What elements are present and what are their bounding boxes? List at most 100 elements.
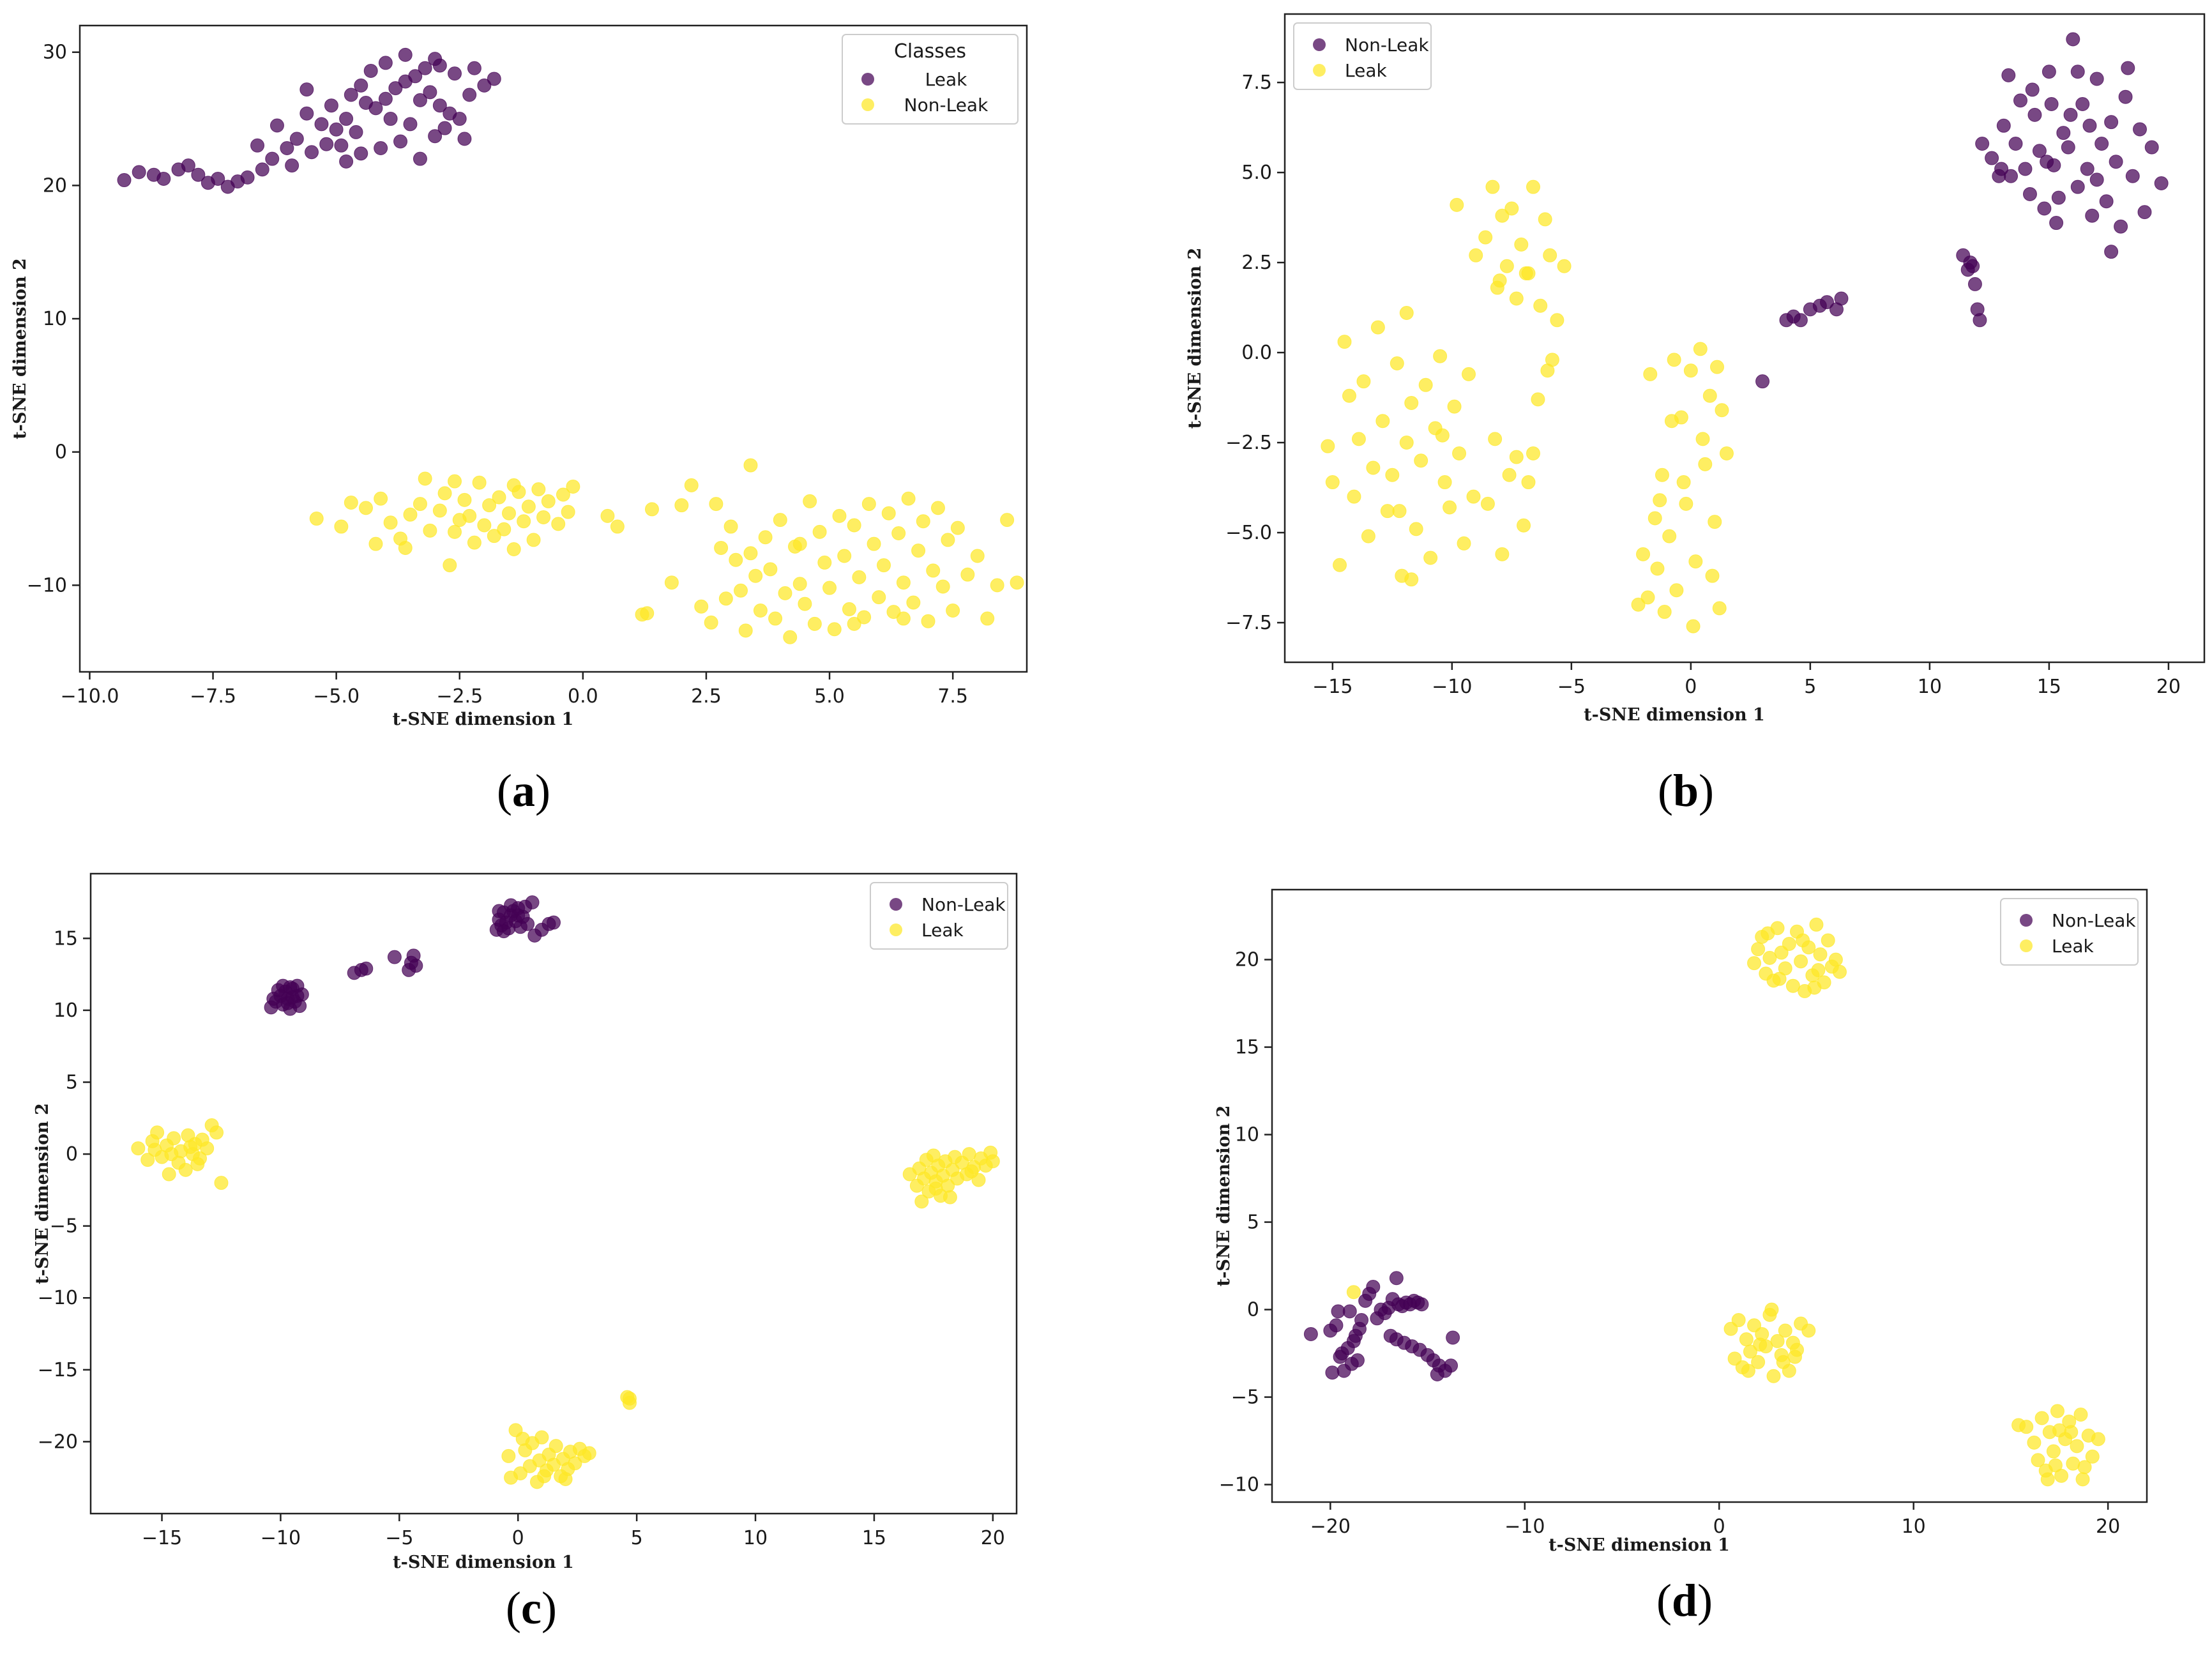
panel-b-point-non-leak xyxy=(2075,96,2090,111)
panel-a-point-non-leak xyxy=(758,530,773,545)
panel-a-point-non-leak xyxy=(960,567,975,582)
panel-b-point-non-leak xyxy=(1996,118,2011,133)
panel-d-point-leak xyxy=(2048,1458,2063,1473)
panel-d-point-leak xyxy=(1753,1337,1768,1352)
panel-b-point-non-leak xyxy=(2114,219,2128,234)
panel-c-legend-label-non-leak: Non-Leak xyxy=(921,894,1006,915)
panel-c-point-leak xyxy=(183,1139,198,1154)
panel-a-point-non-leak xyxy=(448,474,462,489)
panel-c-point-non-leak xyxy=(520,916,535,931)
panel-a-ytick-label: 20 xyxy=(43,174,67,197)
panel-b-point-leak xyxy=(1521,475,1536,490)
panel-d-point-leak xyxy=(1811,963,1826,978)
panel-a-point-non-leak xyxy=(556,487,570,502)
panel-b-xtick-label: 0 xyxy=(1685,676,1697,698)
panel-d-point-leak xyxy=(2066,1456,2080,1471)
panel-a-point-leak xyxy=(339,112,354,126)
panel-b-point-non-leak xyxy=(2133,122,2148,137)
panel-a-point-non-leak xyxy=(729,552,743,567)
panel-b-point-leak xyxy=(1366,460,1381,475)
panel-b-point-leak xyxy=(1414,453,1428,468)
panel-a-point-non-leak xyxy=(477,518,492,533)
panel-a-point-non-leak xyxy=(457,492,472,507)
panel-c-point-leak xyxy=(140,1153,155,1167)
panel-b-point-non-leak xyxy=(2121,61,2135,75)
panel-d-point-leak xyxy=(2091,1432,2105,1447)
panel-b-series-non-leak xyxy=(1755,32,2169,389)
panel-b-point-leak xyxy=(1409,522,1423,536)
panel-a-point-non-leak xyxy=(448,524,462,539)
panel-b-point-non-leak xyxy=(1994,162,2009,176)
panel-a-point-non-leak xyxy=(521,499,536,514)
panel-d-point-non-leak xyxy=(1444,1358,1458,1373)
panel-b-point-leak xyxy=(1514,237,1529,252)
panel-c-point-leak xyxy=(537,1469,552,1484)
panel-b-point-leak xyxy=(1636,547,1651,561)
panel-c-point-non-leak xyxy=(266,991,281,1006)
panel-b-xlabel: t-SNE dimension 1 xyxy=(1584,705,1765,725)
panel-a-point-leak xyxy=(378,56,393,70)
panel-a-point-leak xyxy=(329,122,344,137)
panel-b-point-leak xyxy=(1688,554,1703,569)
panel-d-point-leak xyxy=(1778,1323,1792,1338)
panel-b-point-leak xyxy=(1478,230,1493,245)
panel-d-point-leak xyxy=(2046,1444,2061,1459)
panel-b-ylabel: t-SNE dimension 2 xyxy=(1185,248,1205,429)
panel-c-point-leak xyxy=(943,1190,957,1204)
panel-a-point-non-leak xyxy=(467,535,481,550)
panel-c-legend-box xyxy=(870,882,1008,950)
panel-a-point-leak xyxy=(339,154,354,169)
panel-a-point-non-leak xyxy=(462,508,477,523)
panel-a-point-leak xyxy=(191,167,206,182)
panel-a-point-non-leak xyxy=(536,510,551,524)
panel-a-point-leak xyxy=(487,72,501,86)
panel-b-legend: Non-Leak Leak xyxy=(1293,22,1432,90)
panel-a-ytick-label: 0 xyxy=(55,441,67,464)
panel-d-point-leak xyxy=(2064,1425,2079,1440)
panel-d-point-leak xyxy=(1751,942,1766,957)
panel-a-point-non-leak xyxy=(418,471,432,486)
panel-a-point-leak xyxy=(285,158,299,173)
panel-d-point-leak xyxy=(1828,952,1843,967)
panel-a-xtick-label: −10.0 xyxy=(60,685,119,708)
panel-a-point-leak xyxy=(132,165,146,179)
panel-a-point-non-leak xyxy=(921,614,936,628)
panel-d-xtick-label: 0 xyxy=(1713,1515,1725,1538)
panel-c-legend-marker-leak xyxy=(890,923,902,936)
panel-a-point-non-leak xyxy=(1010,575,1024,590)
panel-a-point-non-leak xyxy=(763,562,778,577)
panel-b-point-leak xyxy=(1469,248,1483,262)
panel-a-point-non-leak xyxy=(861,497,876,512)
panel-d-legend-label-leak: Leak xyxy=(2052,936,2094,957)
panel-b-point-non-leak xyxy=(1793,313,1808,328)
panel-a-point-non-leak xyxy=(694,599,709,614)
panel-b-point-leak xyxy=(1351,432,1366,446)
panel-a-point-non-leak xyxy=(383,515,398,530)
panel-b-point-leak xyxy=(1526,179,1540,194)
panel-b-xtick-label: 10 xyxy=(1918,676,1942,698)
panel-a-point-leak xyxy=(289,132,304,146)
panel-a-point-non-leak xyxy=(911,543,926,558)
panel-b-point-non-leak xyxy=(1967,277,1982,291)
panel-c-point-non-leak xyxy=(511,908,526,923)
panel-b-point-leak xyxy=(1347,489,1361,504)
panel-b-point-leak xyxy=(1517,518,1531,533)
panel-a-point-non-leak xyxy=(482,498,497,513)
panel-b-point-leak xyxy=(1502,467,1517,482)
panel-b-point-leak xyxy=(1650,561,1665,576)
panel-a-point-leak xyxy=(452,112,467,126)
panel-b-axes-frame xyxy=(1284,13,2206,664)
panel-d-legend-marker-leak xyxy=(2020,939,2033,952)
panel-c-ytick-label: −5 xyxy=(50,1215,78,1238)
panel-a-point-leak xyxy=(432,98,447,113)
panel-b-legend-marker-leak xyxy=(1313,64,1326,77)
panel-a-point-non-leak xyxy=(990,578,1004,593)
panel-d-point-non-leak xyxy=(1389,1271,1404,1286)
panel-d-ytick-label: 5 xyxy=(1247,1212,1259,1234)
panel-a-point-non-leak xyxy=(506,478,521,492)
panel-a-point-non-leak xyxy=(896,611,911,626)
panel-b-point-non-leak xyxy=(1755,374,1770,389)
panel-a-xtick-label: 2.5 xyxy=(691,685,722,708)
panel-a-point-leak xyxy=(374,141,388,155)
panel-b-point-leak xyxy=(1526,446,1540,460)
